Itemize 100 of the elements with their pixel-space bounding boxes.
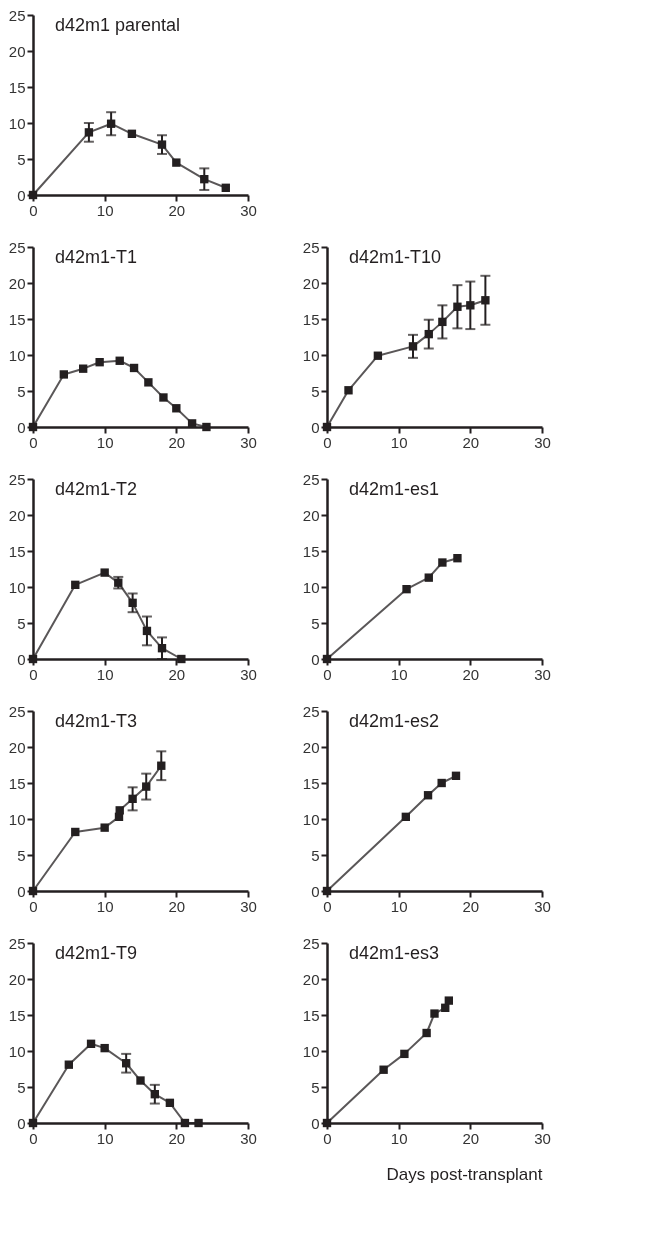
- y-tick-label: 10: [8, 346, 26, 364]
- y-tick-label: 25: [8, 934, 26, 952]
- y-tick-label: 10: [302, 1042, 320, 1060]
- y-tick-label: 5: [311, 614, 320, 632]
- x-tick-label: 30: [534, 665, 551, 683]
- x-tick-label: 20: [462, 897, 480, 915]
- x-tick-label: 10: [96, 201, 114, 219]
- y-tick-label: 0: [311, 650, 320, 668]
- x-tick-label: 0: [29, 201, 38, 219]
- y-tick-label: 20: [8, 506, 26, 524]
- x-tick-label: 10: [96, 665, 114, 683]
- x-tick-label: 0: [323, 665, 332, 683]
- x-tick-label: 10: [390, 433, 408, 451]
- x-tick-label: 10: [390, 1129, 408, 1147]
- x-tick-label: 30: [534, 897, 551, 915]
- y-tick-label: 15: [8, 774, 26, 792]
- y-tick-label: 25: [8, 6, 26, 24]
- y-tick-label: 5: [311, 1078, 320, 1096]
- y-tick-label: 15: [8, 310, 26, 328]
- y-tick-label: 15: [8, 542, 26, 560]
- x-tick-label: 30: [534, 433, 551, 451]
- x-tick-label: 0: [29, 665, 38, 683]
- y-tick-label: 5: [17, 382, 26, 400]
- x-tick-label: 10: [96, 897, 114, 915]
- y-tick-label: 10: [302, 810, 320, 828]
- y-tick-label: 15: [8, 1006, 26, 1024]
- x-tick-label: 0: [29, 897, 38, 915]
- x-tick-label: 0: [29, 1129, 38, 1147]
- y-tick-label: 25: [8, 470, 26, 488]
- y-tick-label: 20: [302, 506, 320, 524]
- x-tick-label: 20: [168, 897, 186, 915]
- chart-title: d42m1-T2: [55, 479, 138, 499]
- chart-title: d42m1-T1: [55, 247, 138, 267]
- y-tick-label: 20: [302, 274, 320, 292]
- x-tick-label: 10: [390, 665, 408, 683]
- y-tick-label: 20: [8, 42, 26, 60]
- y-tick-label: 25: [8, 238, 26, 256]
- y-tick-label: 25: [302, 934, 320, 952]
- y-tick-label: 10: [8, 114, 26, 132]
- x-tick-label: 30: [240, 201, 257, 219]
- x-tick-label: 20: [168, 665, 186, 683]
- x-tick-label: 0: [323, 1129, 332, 1147]
- chart-title: d42m1-T10: [349, 247, 442, 267]
- x-tick-label: 30: [240, 433, 257, 451]
- chart-title: d42m1-T3: [55, 711, 138, 731]
- y-tick-label: 15: [302, 542, 320, 560]
- x-tick-label: 30: [240, 897, 257, 915]
- y-tick-label: 5: [311, 382, 320, 400]
- y-tick-label: 10: [302, 578, 320, 596]
- x-tick-label: 0: [29, 433, 38, 451]
- x-tick-label: 20: [168, 201, 186, 219]
- y-tick-label: 15: [302, 774, 320, 792]
- chart-title: d42m1-es2: [349, 711, 440, 731]
- x-tick-label: 20: [462, 433, 480, 451]
- x-tick-label: 30: [240, 665, 257, 683]
- y-tick-label: 0: [17, 418, 26, 436]
- chart-title: d42m1-es1: [349, 479, 440, 499]
- y-tick-label: 0: [17, 882, 26, 900]
- y-tick-label: 10: [302, 346, 320, 364]
- y-tick-label: 5: [17, 150, 26, 168]
- y-tick-label: 10: [8, 1042, 26, 1060]
- y-tick-label: 25: [302, 702, 320, 720]
- x-tick-label: 10: [390, 897, 408, 915]
- x-tick-label: 10: [96, 1129, 114, 1147]
- y-tick-label: 0: [311, 882, 320, 900]
- chart-title: d42m1-T9: [55, 943, 138, 963]
- y-tick-label: 15: [302, 310, 320, 328]
- y-tick-label: 15: [302, 1006, 320, 1024]
- y-tick-label: 10: [8, 810, 26, 828]
- y-tick-label: 25: [302, 470, 320, 488]
- x-tick-label: 20: [168, 1129, 186, 1147]
- x-tick-label: 30: [240, 1129, 257, 1147]
- y-tick-label: 25: [8, 702, 26, 720]
- y-tick-label: 20: [302, 738, 320, 756]
- chart-title: d42m1-es3: [349, 943, 440, 963]
- y-tick-label: 20: [302, 970, 320, 988]
- y-tick-label: 20: [8, 274, 26, 292]
- x-tick-label: 20: [462, 1129, 480, 1147]
- y-tick-label: 0: [17, 186, 26, 204]
- y-tick-label: 0: [17, 1114, 26, 1132]
- x-tick-label: 0: [323, 897, 332, 915]
- x-tick-label: 20: [462, 665, 480, 683]
- x-axis-title: Days post-transplant: [386, 1164, 543, 1184]
- y-tick-label: 25: [302, 238, 320, 256]
- y-tick-label: 5: [17, 1078, 26, 1096]
- y-tick-label: 5: [17, 846, 26, 864]
- y-tick-label: 0: [17, 650, 26, 668]
- x-tick-label: 10: [96, 433, 114, 451]
- y-tick-label: 20: [8, 738, 26, 756]
- y-tick-label: 20: [8, 970, 26, 988]
- y-tick-label: 5: [311, 846, 320, 864]
- x-tick-label: 20: [168, 433, 186, 451]
- y-tick-label: 15: [8, 78, 26, 96]
- chart-title: d42m1 parental: [55, 15, 181, 35]
- x-tick-label: 30: [534, 1129, 551, 1147]
- x-tick-label: 0: [323, 433, 332, 451]
- y-tick-label: 5: [17, 614, 26, 632]
- y-tick-label: 10: [8, 578, 26, 596]
- y-tick-label: 0: [311, 418, 320, 436]
- y-tick-label: 0: [311, 1114, 320, 1132]
